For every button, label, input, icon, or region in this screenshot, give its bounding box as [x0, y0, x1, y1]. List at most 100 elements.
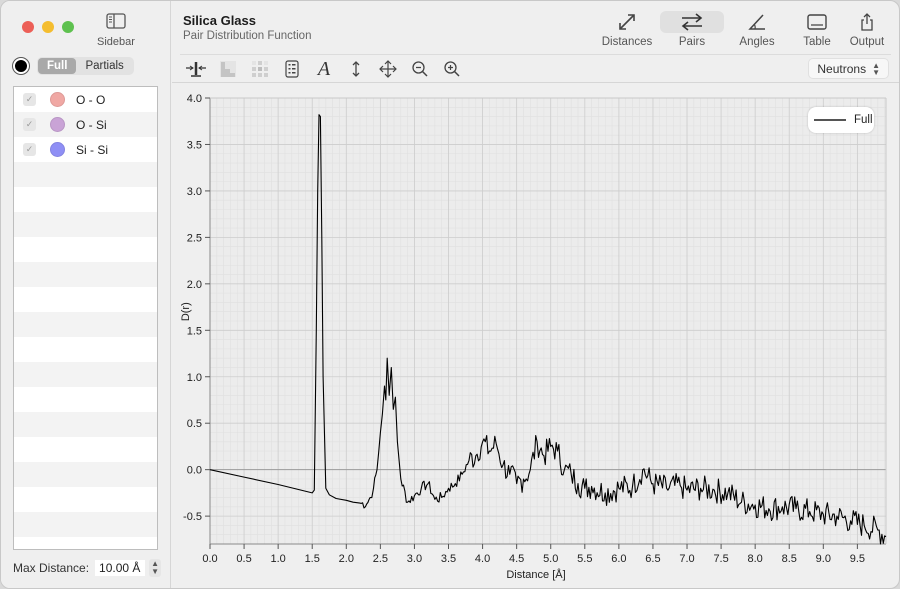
grid-button[interactable]	[244, 58, 276, 80]
close-button[interactable]	[22, 21, 34, 33]
vertical-resize-icon	[352, 61, 360, 77]
fit-horizontal-button[interactable]	[180, 58, 212, 80]
color-swatch[interactable]	[50, 117, 65, 132]
output-button[interactable]: Output	[845, 11, 889, 51]
checkbox[interactable]: ✓	[23, 143, 36, 156]
histogram-button[interactable]	[212, 58, 244, 80]
list-icon	[285, 60, 299, 78]
empty-row	[14, 287, 157, 312]
max-distance-control: Max Distance: 10.00 Å ▲ ▼	[13, 559, 162, 577]
empty-row	[14, 337, 157, 362]
empty-row	[14, 187, 157, 212]
legend-line-swatch	[814, 119, 846, 121]
svg-text:4.0: 4.0	[187, 93, 202, 105]
zoom-in-icon	[444, 61, 460, 77]
sidebar-toggle-button[interactable]: Sidebar	[93, 13, 139, 48]
svg-text:5.5: 5.5	[577, 553, 592, 565]
pair-row-o-o[interactable]: ✓ O - O	[14, 87, 157, 112]
plot-toolbar: A	[180, 58, 468, 80]
max-distance-field[interactable]: 10.00 Å	[95, 560, 146, 576]
svg-text:6.5: 6.5	[645, 553, 660, 565]
svg-text:1.5: 1.5	[187, 325, 202, 337]
svg-text:0.0: 0.0	[187, 465, 202, 477]
output-label: Output	[849, 36, 885, 48]
svg-text:2.5: 2.5	[187, 232, 202, 244]
share-icon	[861, 13, 873, 31]
angles-button[interactable]: Angles	[732, 11, 782, 51]
svg-text:8.0: 8.0	[748, 553, 763, 565]
mode-segmented-control: Full Partials	[37, 57, 134, 75]
pairs-button[interactable]: Pairs	[660, 11, 724, 51]
color-well[interactable]	[13, 58, 29, 74]
empty-row	[14, 412, 157, 437]
svg-text:6.0: 6.0	[611, 553, 626, 565]
swap-arrows-icon	[681, 13, 703, 31]
zoom-button[interactable]	[62, 21, 74, 33]
distances-button[interactable]: Distances	[599, 11, 655, 51]
chart-legend: Full	[808, 107, 874, 133]
empty-row	[14, 362, 157, 387]
divider	[172, 82, 899, 83]
svg-text:2.5: 2.5	[373, 553, 388, 565]
vertical-resize-button[interactable]	[340, 58, 372, 80]
max-distance-label: Max Distance:	[13, 561, 90, 575]
empty-row	[14, 387, 157, 412]
svg-text:3.5: 3.5	[187, 139, 202, 151]
radiation-select[interactable]: Neutrons ▲ ▼	[808, 58, 889, 79]
sidebar-toggle-label: Sidebar	[97, 36, 135, 48]
series-full-line	[209, 114, 887, 545]
chart-canvas: 0.0 0.5 1.0 1.5 2.0 2.5 3.0 3.5 4.0 4.5 5.0 5.5 6.0 6…	[180, 93, 887, 581]
svg-text:9.5: 9.5	[850, 553, 865, 565]
empty-row	[14, 437, 157, 462]
pair-row-si-si[interactable]: ✓ Si - Si	[14, 137, 157, 162]
table-button[interactable]: Table	[797, 11, 837, 51]
minimize-button[interactable]	[42, 21, 54, 33]
checkbox[interactable]: ✓	[23, 118, 36, 131]
sidebar-icon	[106, 13, 126, 29]
svg-text:7.5: 7.5	[713, 553, 728, 565]
svg-text:0.5: 0.5	[187, 418, 202, 430]
font-button[interactable]: A	[308, 58, 340, 80]
zoom-out-button[interactable]	[404, 58, 436, 80]
divider	[180, 54, 891, 55]
svg-text:2.0: 2.0	[187, 279, 202, 291]
svg-text:-0.5: -0.5	[183, 511, 202, 523]
main-content: Silica Glass Pair Distribution Function …	[172, 1, 899, 588]
svg-text:3.0: 3.0	[187, 186, 202, 198]
svg-text:Distance [Å]: Distance [Å]	[506, 568, 565, 581]
pair-label: Si - Si	[76, 142, 109, 157]
svg-text:1.0: 1.0	[187, 372, 202, 384]
list-button[interactable]	[276, 58, 308, 80]
svg-text:7.0: 7.0	[679, 553, 694, 565]
empty-row	[14, 537, 157, 549]
color-swatch[interactable]	[50, 92, 65, 107]
radiation-select-value: Neutrons	[817, 61, 867, 76]
chevron-updown-icon: ▲ ▼	[872, 60, 880, 77]
color-swatch[interactable]	[50, 142, 65, 157]
svg-text:D(r): D(r)	[180, 302, 192, 321]
zoom-in-button[interactable]	[436, 58, 468, 80]
svg-text:5.0: 5.0	[543, 553, 558, 565]
mode-row: Full Partials	[13, 57, 134, 75]
checkbox[interactable]: ✓	[23, 93, 36, 106]
svg-text:1.0: 1.0	[270, 553, 285, 565]
max-distance-stepper[interactable]: ▲ ▼	[149, 559, 162, 577]
pairs-label: Pairs	[678, 36, 706, 48]
zoom-out-icon	[412, 61, 428, 77]
segment-partials[interactable]: Partials	[85, 60, 124, 72]
pdf-chart[interactable]: 0.0 0.5 1.0 1.5 2.0 2.5 3.0 3.5 4.0 4.5 5.0 5.5 6.0 6…	[172, 83, 899, 588]
empty-row	[14, 237, 157, 262]
pair-row-o-si[interactable]: ✓ O - Si	[14, 112, 157, 137]
segment-full[interactable]: Full	[38, 58, 77, 74]
empty-row	[14, 262, 157, 287]
distances-label: Distances	[601, 36, 653, 48]
move-button[interactable]	[372, 58, 404, 80]
sidebar: Sidebar Full Partials ✓ O - O ✓ O - Si ✓	[1, 1, 171, 588]
legend-label: Full	[854, 114, 873, 126]
pair-list: ✓ O - O ✓ O - Si ✓ Si - Si	[13, 86, 158, 550]
empty-row	[14, 312, 157, 337]
angles-label: Angles	[739, 36, 775, 48]
empty-row	[14, 512, 157, 537]
empty-row	[14, 212, 157, 237]
